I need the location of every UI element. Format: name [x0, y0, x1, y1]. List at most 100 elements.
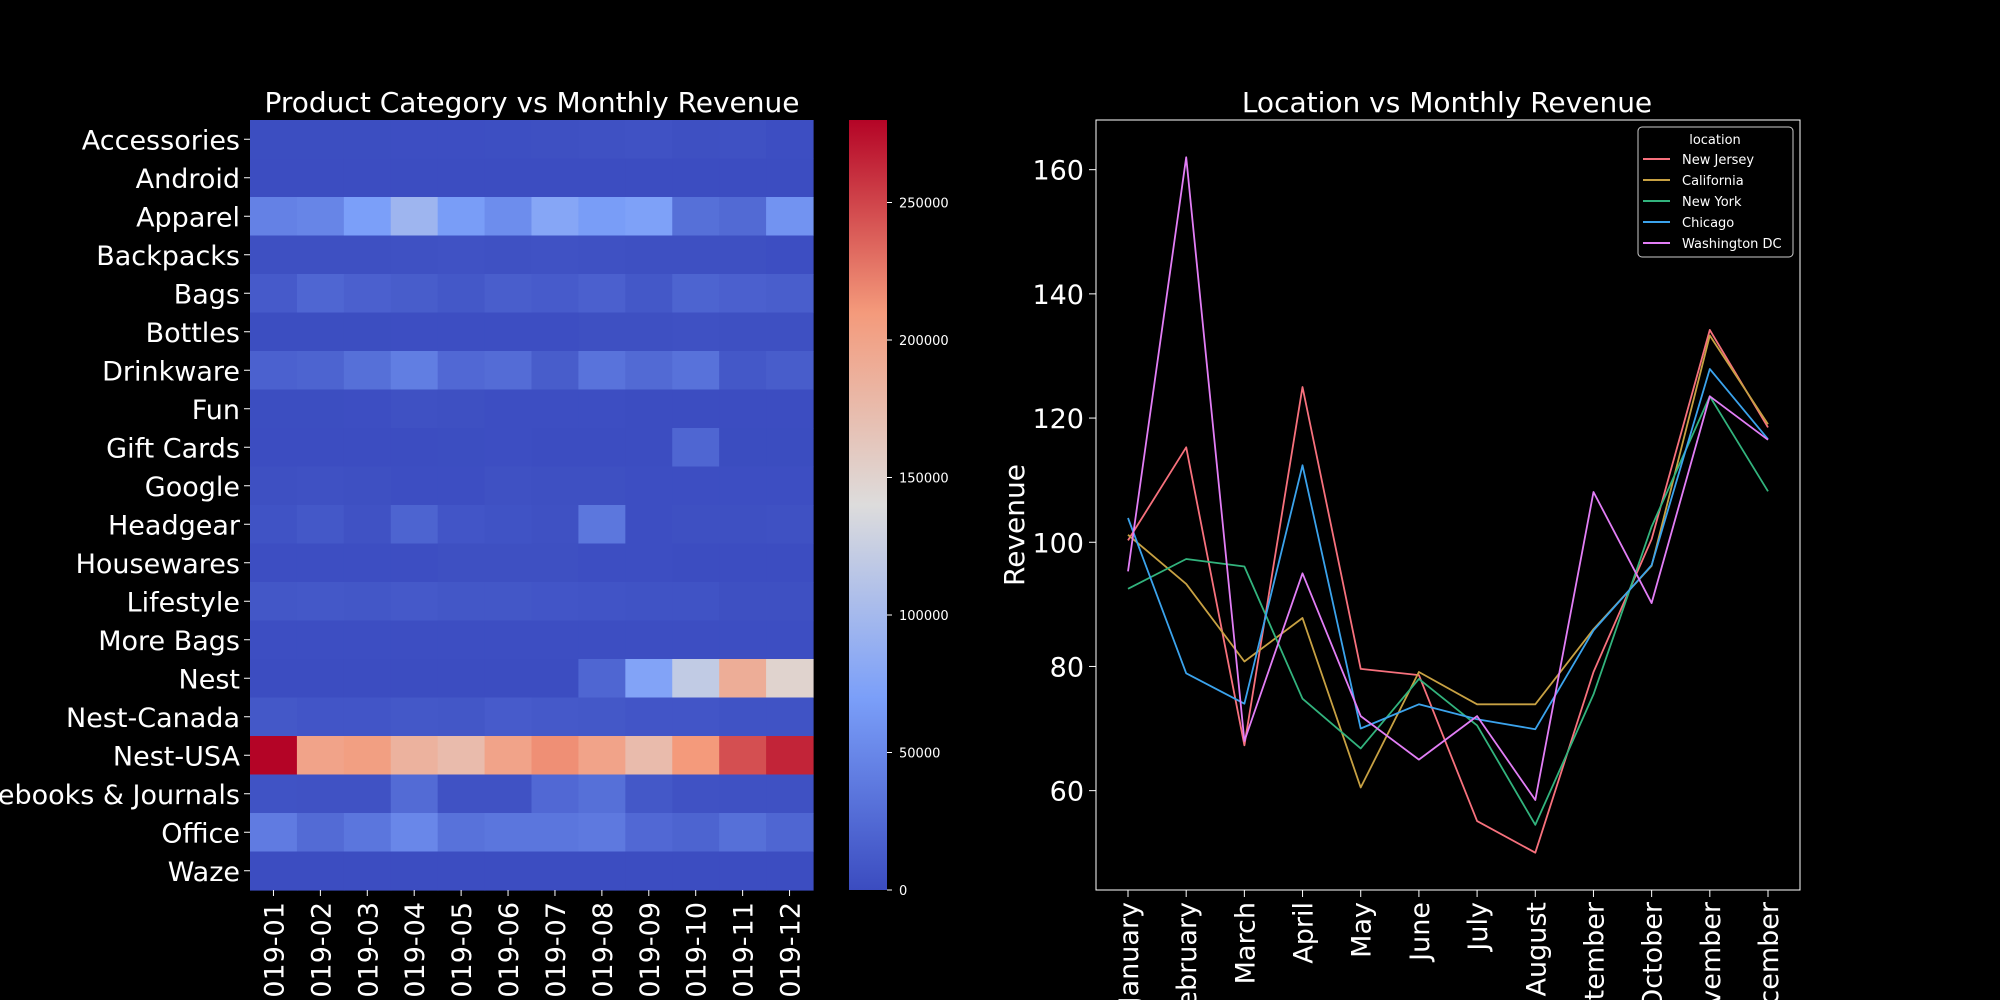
heatmap-cell: [719, 158, 767, 198]
heatmap-row-label: Notebooks & Journals: [0, 780, 240, 811]
heatmap-cell: [531, 582, 580, 622]
heatmap-cell: [437, 582, 486, 622]
heatmap-cell: [625, 428, 673, 468]
colorbar-tick-label: 200000: [899, 334, 949, 349]
heatmap-cell: [578, 389, 626, 429]
heatmap-cell: [672, 813, 720, 853]
heatmap-cell: [625, 659, 673, 699]
heatmap-cell: [437, 158, 486, 198]
colorbar-tick-label: 250000: [899, 197, 949, 212]
heatmap-cell: [484, 543, 533, 583]
heatmap-column-labels: 2019-01 2019-02 2019-03 2019-04 2019-05 2019-…: [259, 890, 807, 1000]
heatmap-cell: [343, 620, 392, 660]
heatmap-cell: [578, 543, 626, 583]
heatmap-cell: [625, 543, 673, 583]
heatmap-cell: [766, 543, 814, 583]
y-tick-label: 160: [1032, 156, 1084, 187]
heatmap-row-label: Office: [161, 818, 240, 849]
x-tick-label: September: [1579, 901, 1610, 1000]
heatmap-cell: [578, 505, 626, 545]
heatmap-row-label: Gift Cards: [106, 433, 240, 464]
heatmap-cell: [672, 697, 720, 737]
heatmap-cell: [437, 620, 486, 660]
colorbar-tick-label: 100000: [899, 609, 949, 624]
heatmap-cell: [484, 120, 533, 160]
heatmap-cell: [390, 428, 439, 468]
heatmap-cell: [578, 120, 626, 160]
heatmap-cell: [766, 813, 814, 853]
heatmap-column-label: 2019-11: [729, 902, 760, 1000]
heatmap-cell: [766, 659, 814, 699]
heatmap-cell: [625, 351, 673, 391]
heatmap-cell: [296, 774, 345, 814]
heatmap-cell: [390, 235, 439, 275]
heatmap-cell: [250, 389, 298, 429]
heatmap-cell: [250, 582, 298, 622]
heatmap-cell: [719, 274, 767, 314]
heatmap-cell: [296, 505, 345, 545]
heatmap-cell: [296, 235, 345, 275]
heatmap-cell: [437, 774, 486, 814]
heatmap-cell: [296, 543, 345, 583]
heatmap-cell: [766, 235, 814, 275]
heatmap-cell: [437, 235, 486, 275]
heatmap-cell: [437, 120, 486, 160]
heatmap-cell: [296, 158, 345, 198]
heatmap-cell: [296, 697, 345, 737]
heatmap-cell: [531, 120, 580, 160]
heatmap-column-label: 2019-04: [400, 902, 431, 1000]
heatmap-cell: [531, 813, 580, 853]
heatmap-cell: [719, 505, 767, 545]
heatmap-column-label: 2019-05: [447, 902, 478, 1000]
heatmap-cell: [343, 120, 392, 160]
heatmap-cell: [531, 774, 580, 814]
heatmap-title: Product Category vs Monthly Revenue: [264, 86, 799, 119]
heatmap-cell: [719, 312, 767, 352]
heatmap-cell: [484, 351, 533, 391]
series-line-california: [1127, 334, 1769, 789]
heatmap-cell: [250, 235, 298, 275]
heatmap-column-label: 2019-09: [635, 902, 666, 1000]
heatmap-cell: [296, 428, 345, 468]
heatmap-column-label: 2019-02: [306, 902, 337, 1000]
heatmap-row-label: Fun: [192, 395, 240, 426]
heatmap-row-label: Lifestyle: [127, 587, 240, 618]
heatmap-cell: [343, 851, 392, 891]
heatmap-cell: [531, 620, 580, 660]
colorbar: [849, 120, 887, 890]
heatmap-cell: [343, 774, 392, 814]
heatmap-cell: [531, 543, 580, 583]
heatmap-cell: [296, 274, 345, 314]
legend-title: location: [1689, 133, 1741, 148]
heatmap-cell: [250, 659, 298, 699]
heatmap-cell: [672, 736, 720, 776]
heatmap-cell: [766, 389, 814, 429]
x-tick-label: May: [1347, 902, 1378, 958]
heatmap-cell: [766, 466, 814, 506]
x-tick-label: January: [1114, 902, 1145, 1000]
legend-label: Washington DC: [1682, 237, 1782, 252]
heatmap-column-label: 2019-01: [259, 902, 290, 1000]
heatmap-cell: [250, 120, 298, 160]
line-chart-title: Location vs Monthly Revenue: [1242, 86, 1652, 119]
heatmap-cell: [343, 466, 392, 506]
heatmap-cell: [437, 466, 486, 506]
heatmap-cell: [484, 428, 533, 468]
heatmap-cell: [390, 543, 439, 583]
line-chart-x-ticks: January February March April May June July Augu…: [1114, 890, 1785, 1000]
heatmap-cell: [343, 659, 392, 699]
heatmap-column-label: 2019-03: [353, 902, 384, 1000]
heatmap-cell: [484, 582, 533, 622]
heatmap-cell: [531, 851, 580, 891]
heatmap-cell: [343, 351, 392, 391]
heatmap-row-label: Drinkware: [102, 356, 240, 387]
heatmap-cell: [390, 466, 439, 506]
line-chart-panel: Location vs Monthly Revenue Revenue 60 80…: [998, 86, 1801, 1000]
heatmap-cell: [531, 466, 580, 506]
heatmap-cell: [250, 813, 298, 853]
heatmap-cell: [531, 312, 580, 352]
heatmap-cell: [719, 389, 767, 429]
heatmap-cell: [719, 235, 767, 275]
heatmap-cell: [343, 543, 392, 583]
y-tick-label: 60: [1050, 777, 1084, 808]
